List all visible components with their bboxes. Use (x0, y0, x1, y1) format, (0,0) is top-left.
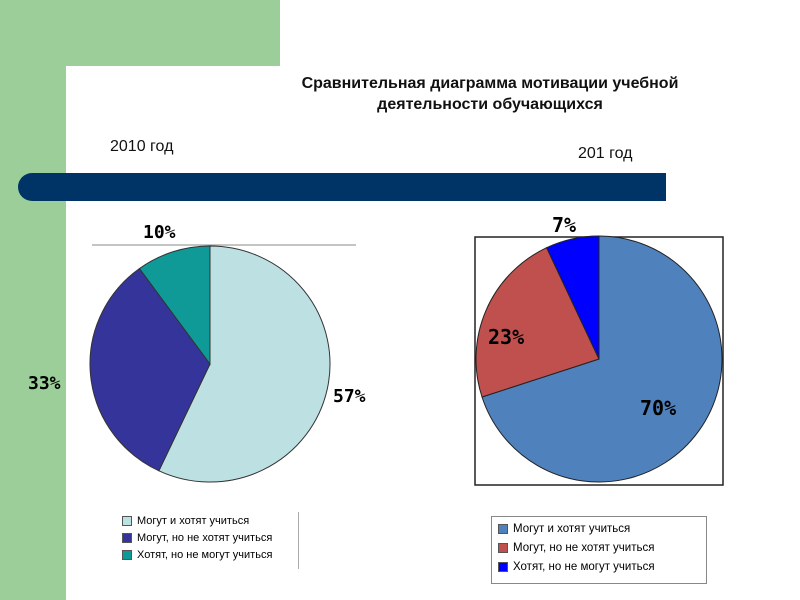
pie2-slice-2 (545, 235, 600, 360)
pie-chart-201 (475, 235, 723, 483)
pie1-label-10: 10% (143, 222, 176, 243)
decor-green-panel (0, 0, 66, 600)
legend-201-item: Хотят, но не могут учиться (492, 557, 706, 576)
decor-green-top (0, 0, 280, 66)
legend-swatch (498, 523, 508, 534)
legend-label: Могут, но не хотят учиться (513, 541, 655, 554)
legend-label: Могут и хотят учиться (137, 514, 250, 527)
legend-label: Могут, но не хотят учиться (137, 531, 273, 544)
pie2-label-70: 70% (640, 396, 676, 420)
chart-title-2010: 2010 год (110, 138, 174, 155)
legend-swatch (498, 542, 508, 553)
legend-201-item: Могут, но не хотят учиться (492, 538, 706, 557)
pie2-label-23: 23% (488, 325, 524, 349)
slide-title: Сравнительная диаграмма мотивации учебно… (240, 73, 740, 115)
decor-blue-bar (18, 173, 666, 201)
legend-label: Хотят, но не могут учиться (513, 560, 655, 573)
title-line-1: Сравнительная диаграмма мотивации учебно… (301, 75, 679, 92)
legend-label: Могут и хотят учиться (513, 522, 631, 535)
legend-swatch (498, 561, 508, 572)
pie1-slice-0 (158, 245, 331, 483)
legend-2010-item: Могут, но не хотят учиться (116, 529, 298, 546)
pie1-slice-1 (89, 267, 211, 472)
legend-swatch (122, 532, 132, 543)
pie1-slice-2 (138, 245, 211, 366)
pie1-label-33: 33% (28, 373, 61, 394)
legend-2010-item: Хотят, но не могут учиться (116, 546, 298, 563)
pie2-slice-1 (475, 247, 600, 398)
chart-title-201: 201 год (578, 145, 633, 162)
legend-label: Хотят, но не могут учиться (137, 548, 273, 561)
legend-2010-item: Могут и хотят учиться (116, 512, 298, 529)
legend-2010: Могут и хотят учиться Могут, но не хотят… (116, 512, 299, 569)
title-line-2: деятельности обучающихся (377, 96, 603, 113)
legend-201: Могут и хотят учиться Могут, но не хотят… (491, 516, 707, 584)
legend-swatch (122, 515, 132, 526)
pie2-slice-0 (481, 235, 723, 483)
pie1-label-57: 57% (333, 386, 366, 407)
legend-swatch (122, 549, 132, 560)
pie2-label-7: 7% (552, 213, 576, 237)
pie-chart-2010 (89, 245, 331, 483)
legend-201-item: Могут и хотят учиться (492, 519, 706, 538)
